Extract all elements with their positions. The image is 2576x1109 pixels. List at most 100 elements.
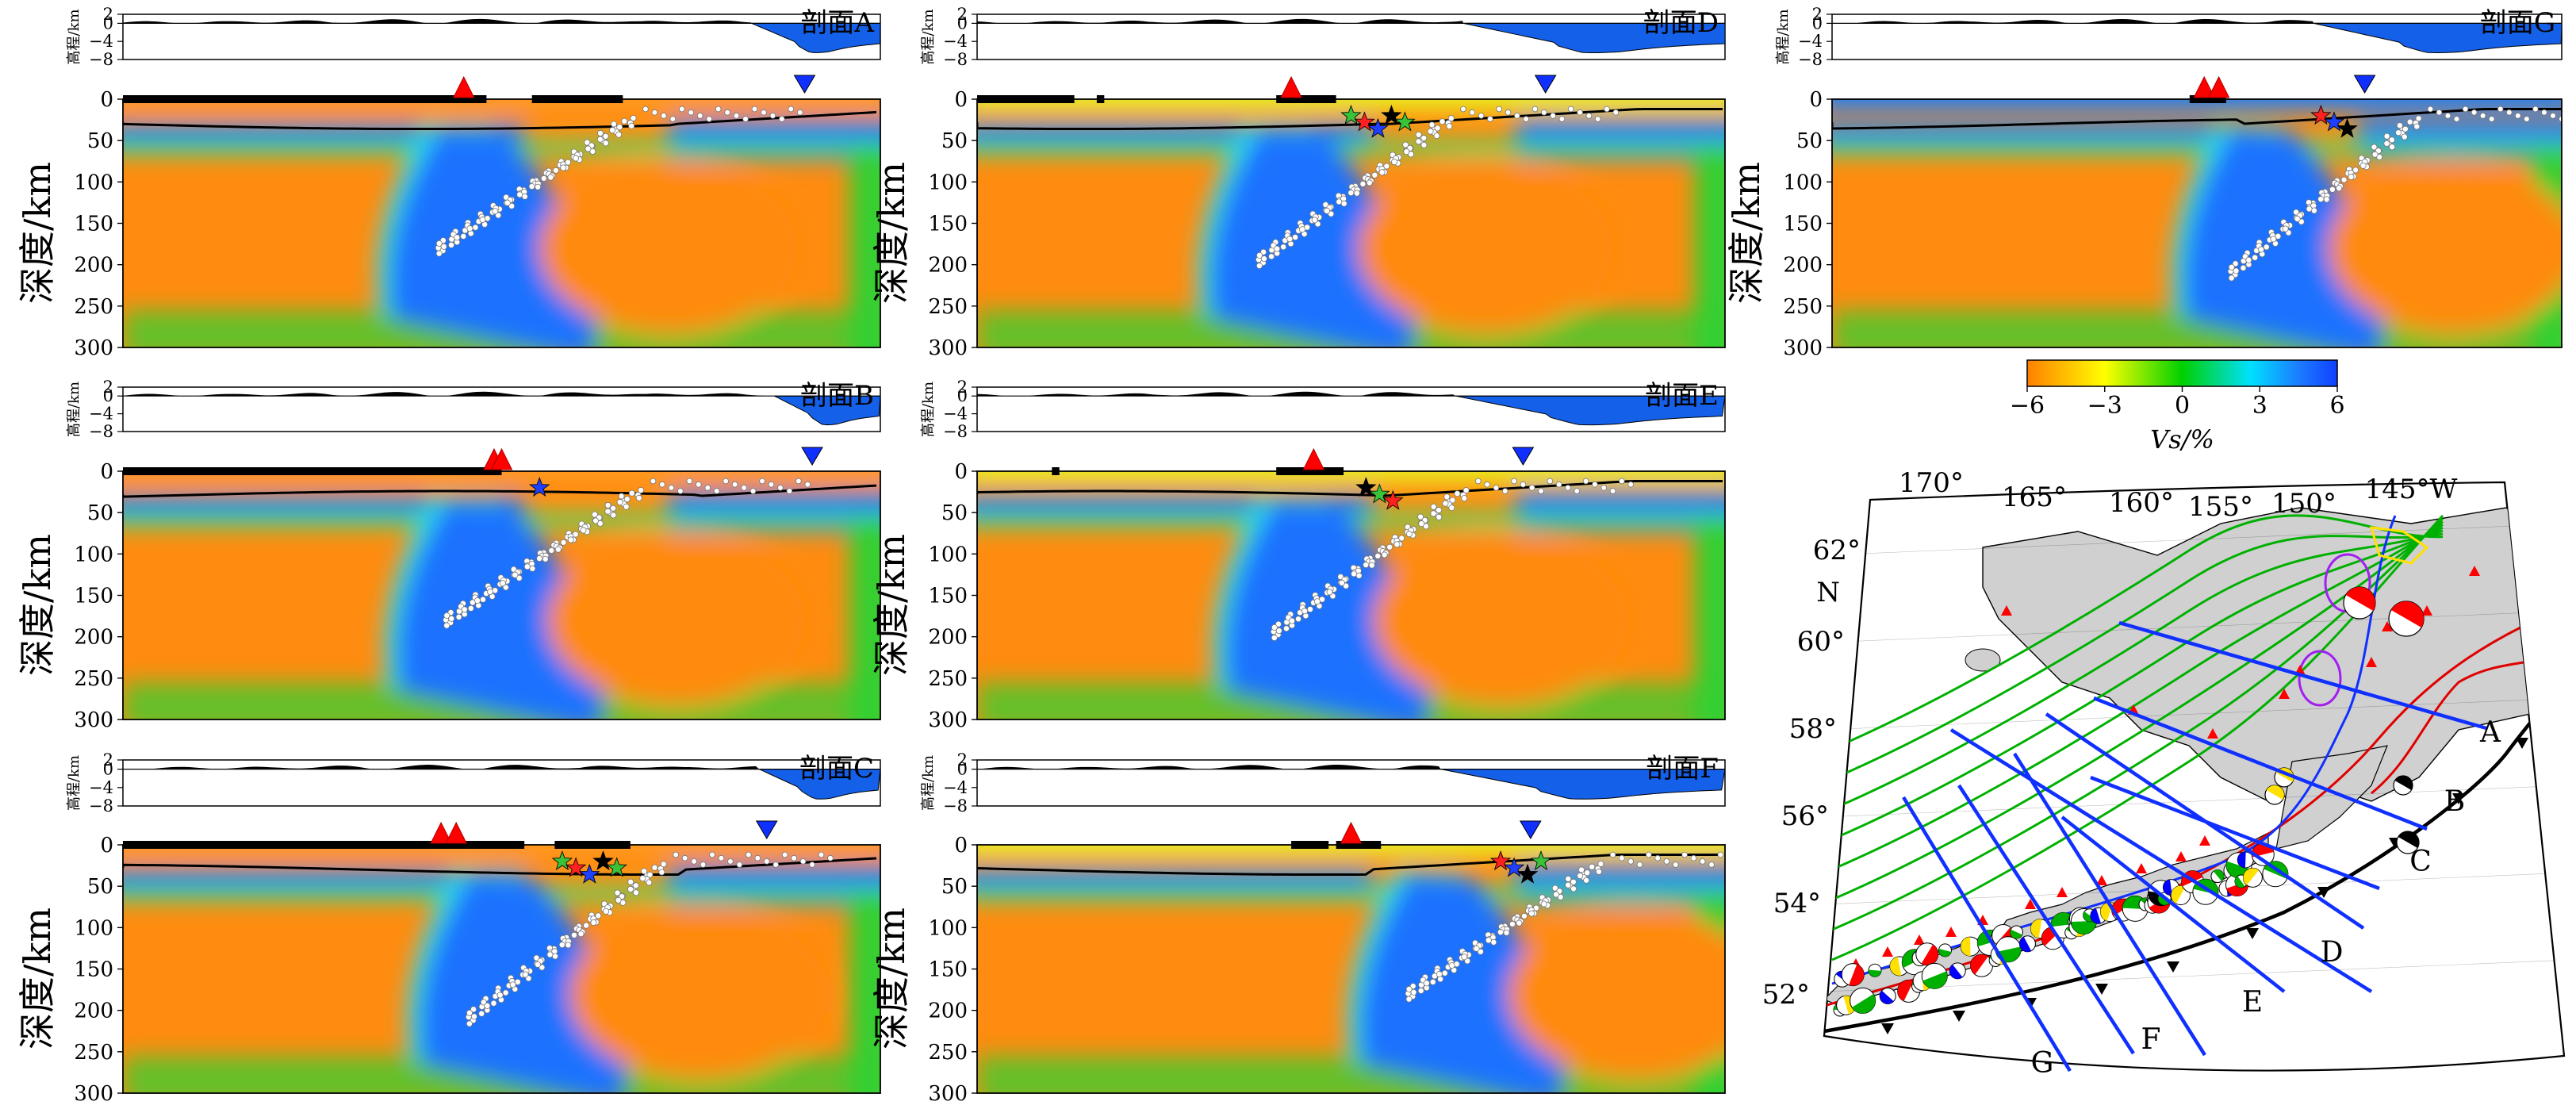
depth-tick-label: 50: [87, 129, 113, 153]
elev-tick-label: 0: [957, 13, 968, 33]
depth-axis-label: 深度/km: [16, 534, 59, 676]
focal-mechanisms: [1833, 586, 2425, 1017]
depth-tick-label: 250: [74, 295, 113, 319]
depth-tick-label: 200: [74, 626, 113, 650]
profile-title: 剖面A: [800, 7, 874, 39]
depth-tick-label: 150: [928, 958, 968, 982]
land-segment-bar: [1276, 95, 1336, 103]
map-volcano: [2469, 566, 2480, 576]
elev-tick-label: −4: [943, 405, 968, 424]
depth-tick-label: 300: [928, 1082, 968, 1106]
profile-letter-c: C: [2409, 846, 2432, 878]
elevation-axis-label: 高程/km: [66, 9, 82, 64]
depth-tick-label: 200: [928, 626, 968, 650]
latitude-label: 62°: [1813, 535, 1861, 566]
focal-mechanism-fill: [2390, 601, 2424, 627]
land-segment-bar: [1096, 95, 1105, 103]
depth-tick-label: 200: [928, 254, 968, 278]
aftershock-zone: [2298, 650, 2342, 707]
land-segment-bar: [2189, 95, 2226, 103]
elevation-axis-label: 高程/km: [920, 9, 937, 64]
land-relief: [1832, 18, 2314, 24]
island: [1965, 648, 2001, 672]
latitude-label: 58°: [1789, 713, 1837, 745]
volcano-marker: [452, 75, 475, 98]
focal-mechanism-fill: [2345, 587, 2375, 611]
depth-tick-label: 300: [74, 1082, 113, 1106]
depth-tick-label: 200: [74, 1000, 113, 1023]
trench-marker: [2353, 75, 2376, 94]
profile-title: 剖面C: [799, 753, 874, 785]
moho-line: [977, 108, 1723, 131]
ocean-bathymetry: [1462, 22, 1726, 53]
depth-tick-label: 150: [1783, 213, 1823, 236]
map-volcano: [2001, 605, 2012, 616]
trench-marker: [801, 447, 823, 466]
depth-tick-label: 200: [928, 1000, 968, 1023]
trench-tooth: [1881, 1023, 1894, 1034]
land-segment-bar: [1291, 841, 1329, 849]
velocity-section: [123, 471, 880, 720]
elev-tick-label: −4: [89, 778, 113, 797]
earthquake-hypocenters: [2227, 106, 2562, 282]
map-content: [1824, 507, 2564, 1034]
depth-tick-label: 100: [928, 916, 968, 940]
ocean-bathymetry: [751, 22, 881, 53]
map-volcano: [2366, 657, 2377, 667]
land-segment-bar: [123, 95, 487, 103]
volcano-marker: [2207, 75, 2230, 98]
land-segment-bar: [123, 841, 525, 849]
ocean-bathymetry: [2313, 22, 2563, 53]
elev-tick-label: −8: [943, 422, 968, 441]
map-profile-line: [2090, 775, 2380, 891]
trench-tooth: [2452, 793, 2465, 804]
elev-tick-label: −4: [943, 32, 968, 51]
profile-lines: [1902, 620, 2487, 1073]
map-volcano: [2057, 887, 2068, 897]
map-volcano: [2025, 899, 2036, 909]
map-profile-line: [1949, 728, 2373, 993]
moho-line: [123, 110, 877, 131]
depth-tick-label: 250: [74, 1041, 113, 1065]
elev-tick-label: −8: [1798, 50, 1823, 69]
map-profile-line: [2045, 712, 2365, 930]
depth-tick-label: 0: [1809, 88, 1823, 112]
earthquake-hypocenters: [1255, 106, 1620, 270]
subducting-slab: [1359, 874, 1565, 1093]
profile-letter-e: E: [2242, 986, 2263, 1019]
ocean-bathymetry: [774, 395, 881, 426]
velocity-section: [123, 845, 880, 1093]
elev-tick-label: −8: [943, 796, 968, 815]
anomaly-blobs: [123, 845, 880, 1093]
depth-tick-label: 250: [1783, 295, 1823, 319]
colorbar-tick-label: 6: [2329, 392, 2344, 420]
land-relief: [977, 18, 1463, 24]
depth-tick-label: 150: [74, 958, 113, 982]
velocity-section: [977, 99, 1725, 347]
volcano-marker: [490, 447, 513, 470]
elev-tick-label: −4: [89, 405, 113, 424]
subducting-slab: [396, 501, 604, 720]
latitude-label: 60°: [1797, 626, 1845, 658]
depth-axis-label: 深度/km: [870, 908, 913, 1050]
earthquake-hypocenters: [1270, 478, 1634, 642]
volcano-marker: [430, 821, 452, 844]
map-profile-line: [2118, 620, 2487, 731]
elevation-axis-label: 高程/km: [66, 382, 82, 437]
trench-tooth: [2167, 961, 2179, 973]
map-profile-line: [2013, 752, 2206, 1057]
velocity-section: [977, 471, 1725, 720]
longitude-label: 170°: [1899, 467, 1964, 499]
elev-tick-label: 2: [957, 750, 968, 769]
trench-tooth: [2095, 984, 2108, 995]
ocean-bathymetry: [1440, 769, 1726, 800]
land-segment-bar: [554, 841, 631, 849]
depth-tick-label: 0: [954, 88, 968, 112]
profile-letter-b: B: [2444, 785, 2465, 818]
elev-tick-label: 2: [957, 5, 968, 24]
trench-marker: [1519, 820, 1542, 839]
map-profile-line: [1957, 784, 2135, 1055]
